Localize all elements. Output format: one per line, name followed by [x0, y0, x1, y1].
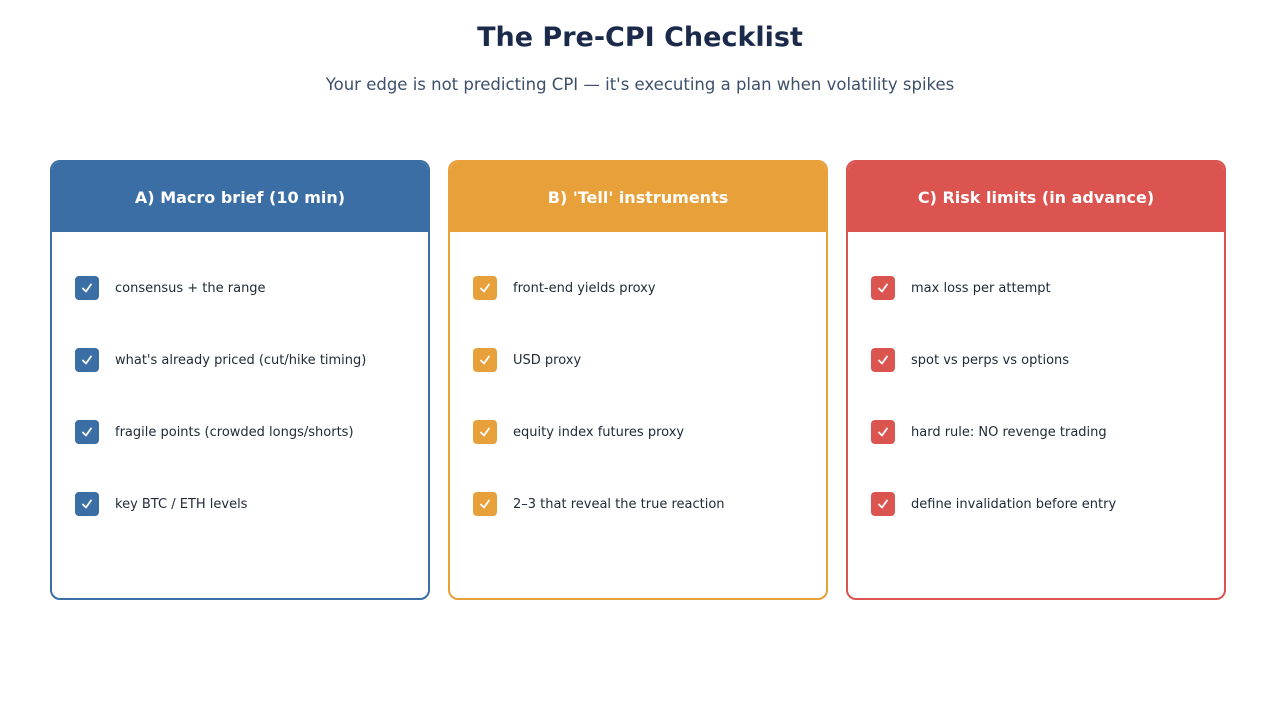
- subtitle: Your edge is not predicting CPI — it's e…: [325, 75, 955, 94]
- check-icon: [878, 355, 888, 365]
- checklist-item: spot vs perps vs options: [871, 348, 1069, 372]
- item-text: define invalidation before entry: [911, 496, 1117, 512]
- checkbox: [473, 420, 497, 444]
- item-text: spot vs perps vs options: [911, 352, 1070, 368]
- title: The Pre-CPI Checklist: [477, 22, 803, 53]
- item-text: front-end yields proxy: [513, 280, 656, 296]
- checklist-item: consensus + the range: [75, 276, 266, 300]
- card-header: C) Risk limits (in advance): [848, 162, 1224, 232]
- card: C) Risk limits (in advance) max loss per …: [846, 160, 1226, 600]
- checkbox: [473, 276, 497, 300]
- checklist-item: max loss per attempt: [871, 276, 1051, 300]
- check-icon: [480, 283, 490, 293]
- check-icon: [82, 283, 92, 293]
- card-header: B) 'Tell' instruments: [450, 162, 826, 232]
- checkbox: [871, 492, 895, 516]
- item-text: hard rule: NO revenge trading: [911, 424, 1107, 440]
- checkbox: [871, 348, 895, 372]
- checkbox: [75, 420, 99, 444]
- item-text: key BTC / ETH levels: [115, 496, 248, 512]
- check-icon: [878, 427, 888, 437]
- item-text: max loss per attempt: [911, 280, 1051, 296]
- check-icon: [82, 355, 92, 365]
- item-text: USD proxy: [513, 352, 582, 368]
- check-icon: [82, 427, 92, 437]
- checklist-item: fragile points (crowded longs/shorts): [75, 420, 354, 444]
- checkbox: [75, 492, 99, 516]
- checklist-item: equity index futures proxy: [473, 420, 684, 444]
- item-text: equity index futures proxy: [513, 424, 685, 440]
- card: A) Macro brief (10 min) consensus + the r…: [50, 160, 430, 600]
- checklist-item: USD proxy: [473, 348, 581, 372]
- checklist-item: front-end yields proxy: [473, 276, 656, 300]
- checklist-item: key BTC / ETH levels: [75, 492, 247, 516]
- check-icon: [878, 499, 888, 509]
- item-text: what's already priced (cut/hike timing): [115, 352, 367, 368]
- checkbox: [75, 348, 99, 372]
- check-icon: [480, 427, 490, 437]
- checkbox: [473, 492, 497, 516]
- checkbox: [75, 276, 99, 300]
- checklist-item: hard rule: NO revenge trading: [871, 420, 1107, 444]
- card: B) 'Tell' instruments front-end yields pr…: [448, 160, 828, 600]
- check-icon: [480, 499, 490, 509]
- checkbox: [871, 420, 895, 444]
- check-icon: [878, 283, 888, 293]
- card-header: A) Macro brief (10 min): [52, 162, 428, 232]
- item-text: 2–3 that reveal the true reaction: [513, 496, 725, 512]
- checklist-item: 2–3 that reveal the true reaction: [473, 492, 725, 516]
- checkbox: [473, 348, 497, 372]
- item-text: fragile points (crowded longs/shorts): [115, 424, 354, 440]
- checklist-item: what's already priced (cut/hike timing): [75, 348, 366, 372]
- check-icon: [480, 355, 490, 365]
- check-icon: [82, 499, 92, 509]
- checklist-item: define invalidation before entry: [871, 492, 1116, 516]
- item-text: consensus + the range: [115, 280, 266, 296]
- checkbox: [871, 276, 895, 300]
